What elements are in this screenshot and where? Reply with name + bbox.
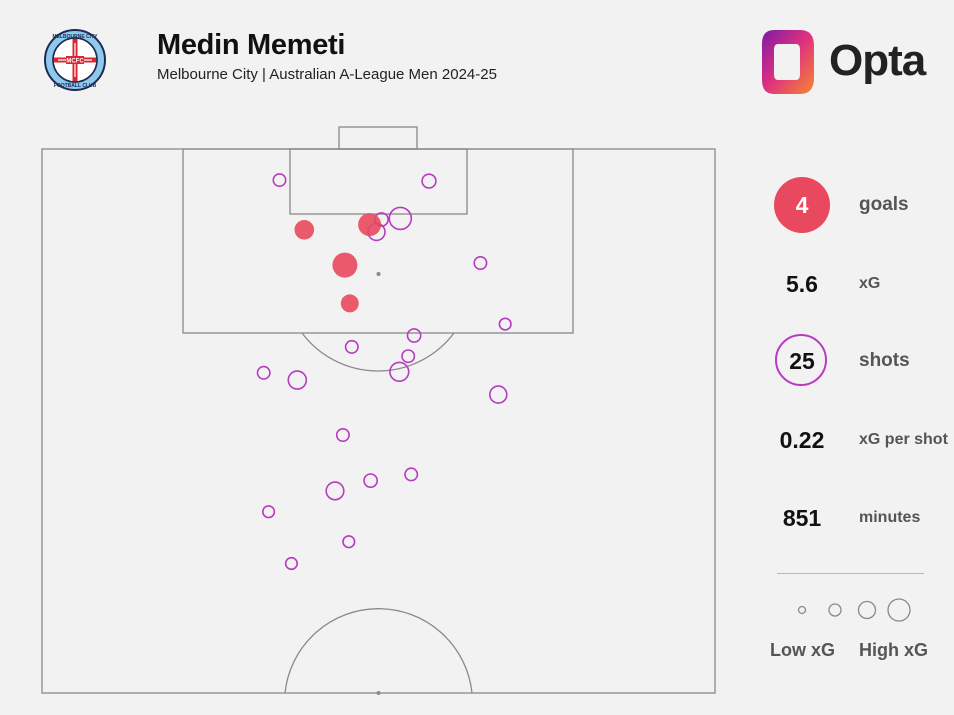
legend-size-4-icon bbox=[887, 598, 911, 622]
shot-marker-icon bbox=[775, 334, 827, 386]
goals-value: 4 bbox=[795, 192, 809, 218]
shot-point bbox=[488, 385, 508, 404]
shots-layer bbox=[256, 173, 512, 571]
shot-point bbox=[388, 206, 413, 231]
goal-point bbox=[332, 252, 358, 278]
shot-point bbox=[284, 556, 299, 571]
badge-bottom-text: FOOTBALL CLUB bbox=[54, 83, 97, 89]
legend-size-2-icon bbox=[828, 603, 842, 617]
legend-low-label: Low xG bbox=[770, 640, 836, 660]
shot-point bbox=[498, 317, 512, 331]
goal-point bbox=[340, 294, 359, 313]
xg-per-shot-label: xG per shot bbox=[859, 431, 948, 448]
legend-divider bbox=[777, 573, 924, 574]
club-badge: MCFC MELBOURNE CITY FOOTBALL CLUB bbox=[44, 29, 106, 91]
opta-logo-icon bbox=[762, 30, 814, 94]
xg-label: xG bbox=[859, 275, 881, 292]
goal-frame bbox=[338, 126, 418, 150]
pitch-markings bbox=[41, 126, 716, 694]
badge-top-text: MELBOURNE CITY bbox=[53, 34, 99, 40]
shot-point bbox=[344, 339, 359, 354]
shot-point bbox=[262, 505, 276, 519]
goal-point bbox=[358, 213, 382, 237]
shots-label: shots bbox=[859, 350, 910, 371]
shot-point bbox=[363, 473, 378, 488]
xg-size-legend bbox=[797, 598, 911, 622]
player-name: Medin Memeti bbox=[157, 29, 346, 61]
subtitle: Melbourne City | Australian A-League Men… bbox=[157, 66, 497, 83]
shot-point bbox=[287, 370, 308, 390]
xg-value: 5.6 bbox=[786, 271, 818, 297]
opta-logo-text: Opta bbox=[829, 36, 926, 85]
stat-shots: 25 shots bbox=[770, 334, 954, 386]
shot-point bbox=[342, 535, 356, 549]
legend-high-label: High xG bbox=[859, 640, 929, 660]
goal-marker-icon bbox=[774, 177, 830, 233]
shot-point bbox=[406, 328, 422, 343]
shot-point bbox=[335, 427, 350, 442]
shot-point bbox=[401, 349, 416, 364]
shot-point bbox=[272, 173, 287, 188]
stat-minutes: 851 minutes bbox=[770, 493, 954, 543]
goal-point bbox=[294, 220, 315, 240]
stat-xg-per-shot: 0.22 xG per shot bbox=[770, 415, 954, 465]
badge-text: MCFC bbox=[66, 59, 84, 65]
legend-size-3-icon bbox=[857, 600, 877, 620]
xg-per-shot-value: 0.22 bbox=[779, 427, 825, 453]
shot-point bbox=[325, 481, 345, 501]
shot-point bbox=[473, 255, 488, 270]
minutes-value: 851 bbox=[782, 505, 822, 531]
six-yard-box bbox=[289, 148, 468, 215]
penalty-spot bbox=[376, 272, 381, 276]
shot-point bbox=[256, 365, 271, 380]
centre-spot bbox=[376, 691, 381, 695]
penalty-arc bbox=[301, 332, 455, 372]
centre-circle bbox=[284, 608, 473, 694]
shot-point bbox=[421, 173, 437, 189]
shot-point bbox=[404, 467, 419, 482]
goals-label: goals bbox=[859, 194, 909, 215]
shots-value: 25 bbox=[789, 348, 815, 374]
stat-goals: 4 goals bbox=[770, 177, 954, 233]
stat-xg: 5.6 xG bbox=[770, 259, 954, 309]
shot-point bbox=[389, 361, 410, 382]
legend-size-1-icon bbox=[797, 605, 807, 615]
minutes-label: minutes bbox=[859, 509, 921, 526]
